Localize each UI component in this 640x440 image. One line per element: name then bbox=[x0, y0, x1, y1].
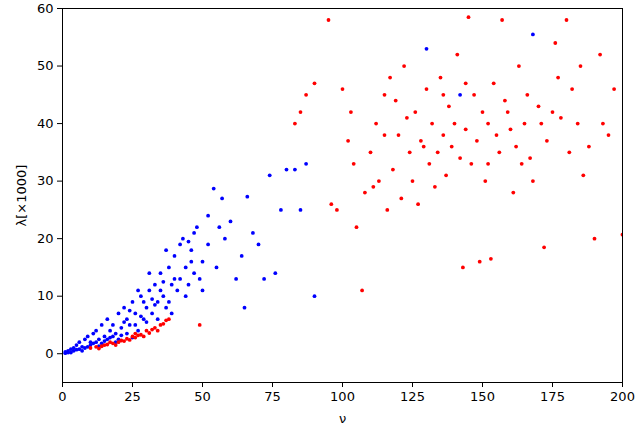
svg-text:ν: ν bbox=[339, 411, 346, 426]
svg-text:25: 25 bbox=[124, 389, 141, 404]
svg-text:λ[×1000]: λ[×1000] bbox=[14, 165, 29, 227]
svg-text:50: 50 bbox=[194, 389, 211, 404]
svg-text:50: 50 bbox=[37, 58, 54, 73]
svg-text:125: 125 bbox=[400, 389, 425, 404]
svg-text:40: 40 bbox=[37, 116, 54, 131]
svg-text:60: 60 bbox=[37, 1, 54, 16]
svg-text:75: 75 bbox=[264, 389, 281, 404]
svg-text:100: 100 bbox=[330, 389, 355, 404]
svg-text:30: 30 bbox=[37, 173, 54, 188]
svg-text:200: 200 bbox=[610, 389, 635, 404]
svg-text:0: 0 bbox=[58, 389, 66, 404]
svg-text:0: 0 bbox=[45, 346, 53, 361]
svg-text:175: 175 bbox=[540, 389, 565, 404]
svg-text:10: 10 bbox=[37, 288, 54, 303]
svg-text:20: 20 bbox=[37, 231, 54, 246]
svg-text:150: 150 bbox=[470, 389, 495, 404]
